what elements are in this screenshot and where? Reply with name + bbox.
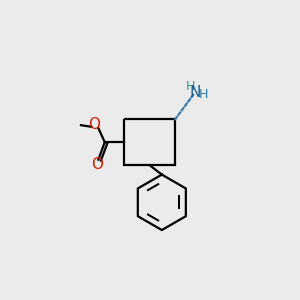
Text: O: O	[88, 117, 100, 132]
Text: O: O	[92, 157, 104, 172]
Text: H: H	[199, 88, 208, 101]
Text: H: H	[186, 80, 195, 93]
Text: N: N	[189, 85, 201, 100]
